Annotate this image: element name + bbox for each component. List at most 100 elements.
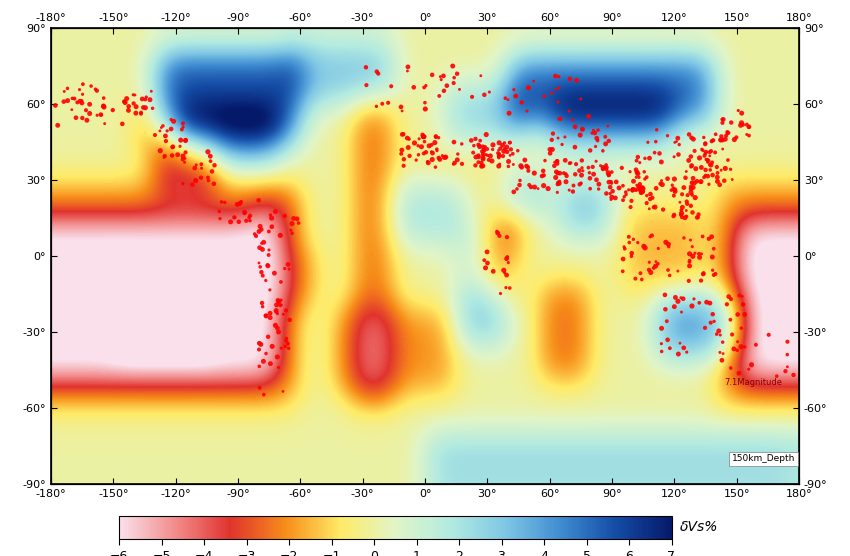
Point	[528, 182, 541, 191]
Point	[601, 122, 615, 131]
Point	[690, 177, 704, 186]
Point	[480, 259, 494, 267]
Point	[575, 125, 589, 133]
Point	[618, 244, 632, 253]
Point	[694, 178, 708, 187]
Point	[57, 97, 71, 106]
Point	[631, 169, 644, 178]
Point	[286, 229, 299, 238]
Point	[622, 238, 636, 247]
Point	[779, 367, 792, 376]
Point	[265, 222, 279, 231]
Point	[680, 348, 694, 356]
Point	[97, 102, 110, 111]
Point	[707, 271, 721, 280]
Point	[703, 160, 717, 169]
Point	[678, 214, 692, 222]
Point	[480, 247, 494, 256]
Point	[478, 256, 491, 265]
Point	[145, 104, 159, 113]
Point	[264, 359, 277, 368]
Point	[515, 163, 529, 172]
Point	[248, 230, 262, 239]
Point	[500, 142, 513, 151]
Point	[479, 150, 493, 159]
Point	[486, 145, 500, 154]
Point	[718, 164, 732, 173]
Point	[586, 126, 600, 135]
Point	[496, 141, 509, 150]
Point	[609, 177, 623, 186]
Point	[118, 98, 132, 107]
Point	[507, 187, 520, 196]
Point	[122, 102, 135, 111]
Point	[127, 99, 140, 108]
Point	[716, 136, 729, 145]
Point	[473, 141, 486, 150]
Point	[592, 180, 606, 188]
Point	[688, 249, 702, 257]
Point	[563, 107, 576, 116]
Point	[700, 297, 713, 306]
Point	[552, 115, 566, 123]
Point	[654, 157, 668, 166]
Point	[282, 344, 296, 353]
Point	[65, 105, 78, 114]
Point	[497, 138, 511, 147]
Point	[474, 71, 488, 80]
Point	[415, 142, 428, 151]
Point	[661, 240, 675, 249]
Point	[684, 185, 698, 193]
Point	[705, 137, 718, 146]
Point	[656, 205, 670, 214]
Point	[633, 158, 647, 167]
Point	[259, 349, 273, 358]
Point	[575, 171, 588, 180]
Point	[68, 94, 82, 103]
Point	[687, 135, 700, 143]
Point	[630, 173, 643, 182]
Point	[722, 292, 735, 301]
Point	[684, 182, 698, 191]
Point	[624, 202, 638, 211]
Point	[401, 143, 415, 152]
Point	[438, 153, 451, 162]
Point	[513, 176, 527, 185]
Point	[685, 161, 699, 170]
Point	[494, 144, 507, 153]
Point	[654, 347, 668, 356]
Point	[709, 130, 722, 138]
Point	[725, 175, 739, 184]
Point	[178, 154, 192, 163]
Point	[714, 166, 728, 175]
Point	[567, 181, 581, 190]
Point	[641, 138, 654, 147]
Point	[159, 131, 173, 140]
Point	[278, 264, 292, 273]
Point	[106, 106, 120, 115]
Point	[574, 131, 587, 140]
Point	[648, 148, 661, 157]
Point	[478, 142, 491, 151]
Point	[283, 315, 297, 324]
Point	[447, 138, 461, 147]
Point	[117, 97, 131, 106]
Point	[278, 342, 292, 351]
Point	[605, 193, 619, 202]
Point	[263, 285, 276, 294]
Point	[502, 157, 515, 166]
Point	[665, 186, 678, 195]
Point	[274, 277, 287, 286]
Point	[479, 130, 493, 139]
Point	[430, 146, 444, 155]
Point	[569, 122, 582, 131]
Point	[243, 216, 257, 225]
Point	[450, 70, 464, 78]
Point	[707, 244, 721, 253]
Point	[695, 145, 709, 154]
Point	[683, 256, 696, 265]
Point	[258, 311, 272, 320]
Point	[643, 195, 657, 203]
Point	[503, 151, 517, 160]
Point	[522, 166, 536, 175]
